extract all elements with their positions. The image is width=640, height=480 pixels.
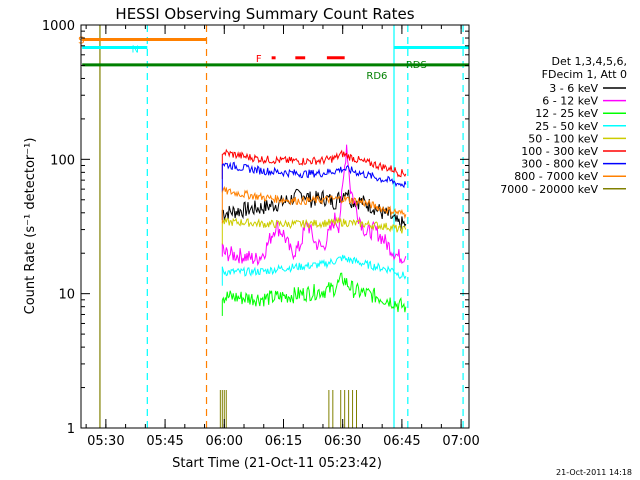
y-axis-label: Count Rate (s⁻¹ detector⁻¹)	[23, 138, 38, 315]
x-tick-label: 05:30	[87, 434, 124, 449]
legend-label: 100 - 300 keV	[521, 145, 598, 158]
x-tick-label: 06:15	[265, 434, 302, 449]
y-tick-label: 1000	[42, 19, 75, 34]
legend-header-2: FDecim 1, Att 0	[542, 68, 627, 81]
legend-label: 3 - 6 keV	[549, 82, 598, 95]
series-line	[221, 216, 407, 234]
flag-label: RD6	[366, 71, 387, 82]
series-line	[222, 148, 407, 178]
y-tick-label: 10	[58, 288, 75, 303]
legend-label: 6 - 12 keV	[542, 95, 598, 108]
x-axis-label: Start Time (21-Oct-11 05:23:42)	[172, 456, 382, 471]
x-tick-label: 05:45	[146, 434, 183, 449]
flag-label: F	[256, 54, 262, 65]
legend: Det 1,3,4,5,6, FDecim 1, Att 0 3 - 6 keV…	[500, 55, 627, 196]
timestamp: 21-Oct-2011 14:18	[556, 468, 632, 477]
series-line	[221, 254, 407, 280]
series-line	[221, 272, 407, 313]
legend-label: 12 - 25 keV	[535, 107, 598, 120]
legend-header-1: Det 1,3,4,5,6,	[551, 55, 627, 68]
flag-label: RDS	[406, 60, 427, 71]
legend-label: 7000 - 20000 keV	[500, 183, 598, 196]
chart-title: HESSI Observing Summary Count Rates	[115, 5, 414, 23]
x-tick-label: 06:45	[383, 434, 420, 449]
series-line	[221, 185, 407, 220]
flag-label: N	[132, 44, 139, 55]
x-tick-label: 07:00	[442, 434, 479, 449]
x-tick-label: 06:30	[324, 434, 361, 449]
legend-label: 300 - 800 keV	[521, 158, 598, 171]
plot-frame	[80, 24, 470, 429]
series-line	[221, 144, 407, 267]
legend-label: 800 - 7000 keV	[514, 170, 598, 183]
y-tick-label: 100	[50, 153, 75, 168]
series-line	[222, 161, 407, 189]
legend-label: 25 - 50 keV	[535, 120, 598, 133]
x-tick-label: 06:00	[206, 434, 243, 449]
y-tick-label: 1	[67, 422, 75, 437]
legend-label: 50 - 100 keV	[528, 132, 598, 145]
